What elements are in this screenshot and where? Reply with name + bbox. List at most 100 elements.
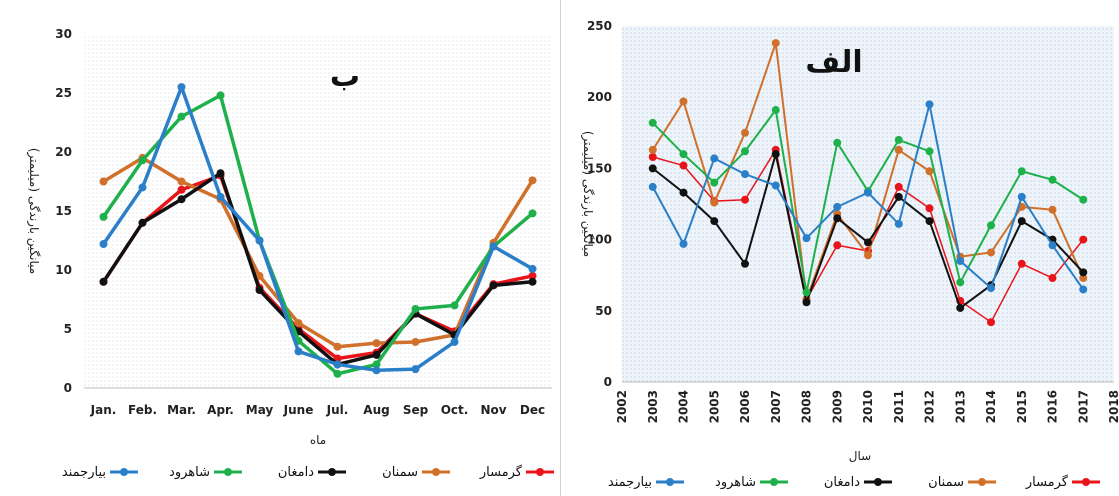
legend-label: دامغان	[278, 465, 314, 480]
data-point	[741, 259, 749, 268]
data-point	[710, 178, 719, 187]
y-tick-label: 100	[587, 233, 612, 247]
x-tick-label: May	[246, 403, 274, 417]
data-point	[177, 177, 186, 186]
data-point	[489, 281, 498, 290]
data-point	[333, 342, 342, 351]
legend-label: بیارجمند	[608, 475, 652, 490]
series-line	[102, 85, 534, 373]
data-point	[833, 202, 842, 211]
legend-item-3: شاهرود	[715, 475, 788, 490]
x-axis-title: ماه	[310, 433, 326, 447]
legend-label: گرمسار	[479, 464, 523, 480]
data-point	[648, 145, 657, 154]
legend-label: دامغان	[824, 475, 860, 490]
data-point	[802, 234, 811, 243]
series-1	[648, 39, 1088, 304]
data-point	[833, 138, 842, 147]
data-point	[294, 347, 303, 356]
series-4	[99, 83, 537, 375]
data-point	[925, 204, 934, 213]
x-tick-label: Jul.	[326, 403, 349, 417]
data-point	[1017, 259, 1026, 268]
data-point	[956, 303, 965, 312]
x-tick-label: 2009	[830, 390, 844, 423]
annual-rainfall-chart-panel: 0 50 100 150 200 250 2002 2003 2004 2005 2006 2007 2…	[566, 0, 1119, 496]
legend-marker	[770, 478, 778, 486]
data-point	[956, 278, 965, 287]
data-point	[648, 164, 657, 173]
x-tick-label: Mar.	[167, 403, 196, 417]
legend-label: شاهرود	[169, 465, 210, 480]
data-point	[1079, 235, 1088, 244]
legend-marker	[328, 468, 336, 476]
legend-item-0: گرمسار	[479, 464, 554, 480]
data-point	[987, 248, 995, 257]
data-point	[710, 198, 719, 207]
data-point	[99, 240, 108, 249]
data-point	[741, 195, 749, 204]
data-point	[987, 284, 995, 293]
data-point	[138, 183, 147, 192]
data-point	[925, 217, 934, 226]
data-point	[138, 156, 147, 165]
data-point	[1017, 217, 1026, 226]
y-axis-title: میانگین بارندگی (میلیمتر)	[580, 131, 595, 257]
data-point	[925, 167, 934, 176]
x-tick-label: 2018	[1107, 390, 1119, 423]
y-tick-label: 0	[604, 375, 612, 389]
data-point	[528, 277, 537, 286]
legend-item-2: دامغان	[278, 465, 346, 480]
data-point	[925, 147, 934, 156]
data-point	[771, 39, 780, 48]
x-axis-title: سال	[849, 449, 871, 463]
x-tick-label: Apr.	[207, 403, 234, 417]
monthly-rainfall-chart: 0 5 10 15 20 25 30 Jan. Feb. Mar. Apr. May June Jul. A…	[26, 27, 554, 480]
legend-marker	[120, 468, 128, 476]
annual-rainfall-chart: 0 50 100 150 200 250 2002 2003 2004 2005 2006 2007 2…	[580, 19, 1119, 490]
x-tick-label: 2016	[1046, 390, 1060, 423]
legend-marker	[432, 468, 440, 476]
x-tick-label: 2004	[677, 390, 691, 423]
data-point	[528, 264, 537, 273]
x-tick-label: Dec	[520, 403, 545, 417]
data-point	[1048, 205, 1057, 214]
y-tick-label: 10	[55, 263, 72, 277]
data-point	[864, 188, 872, 197]
data-point	[1048, 241, 1057, 250]
data-point	[894, 135, 903, 144]
y-tick-label: 250	[587, 19, 612, 33]
x-tick-label: 2017	[1076, 390, 1090, 423]
data-point	[411, 337, 420, 346]
x-tick-label: 2011	[892, 390, 906, 423]
data-point	[771, 181, 780, 190]
x-tick-label: 2008	[800, 390, 814, 423]
data-point	[255, 271, 264, 280]
data-point	[741, 128, 749, 137]
data-point	[333, 360, 342, 369]
data-point	[894, 192, 903, 201]
data-point	[177, 195, 186, 204]
data-point	[987, 221, 995, 230]
legend-item-4: بیارجمند	[608, 475, 684, 490]
data-point	[925, 100, 934, 109]
y-tick-label: 50	[595, 304, 612, 318]
x-tick-label: 2005	[707, 390, 721, 423]
data-point	[864, 238, 872, 247]
data-point	[528, 176, 537, 185]
data-point	[710, 154, 719, 163]
data-point	[99, 212, 108, 221]
x-tick-label: June	[283, 403, 314, 417]
y-tick-label: 25	[55, 86, 72, 100]
x-tick-label: 2002	[615, 390, 629, 423]
panel-label: ب	[330, 59, 360, 94]
data-point	[648, 182, 657, 191]
data-point	[894, 182, 903, 191]
x-tick-label: 2012	[923, 390, 937, 423]
plot-area	[622, 26, 1114, 382]
data-point	[528, 271, 537, 280]
legend-item-1: سمنان	[928, 475, 996, 490]
y-tick-label: 150	[587, 161, 612, 175]
data-point	[987, 318, 995, 327]
legend-item-3: شاهرود	[169, 465, 242, 480]
